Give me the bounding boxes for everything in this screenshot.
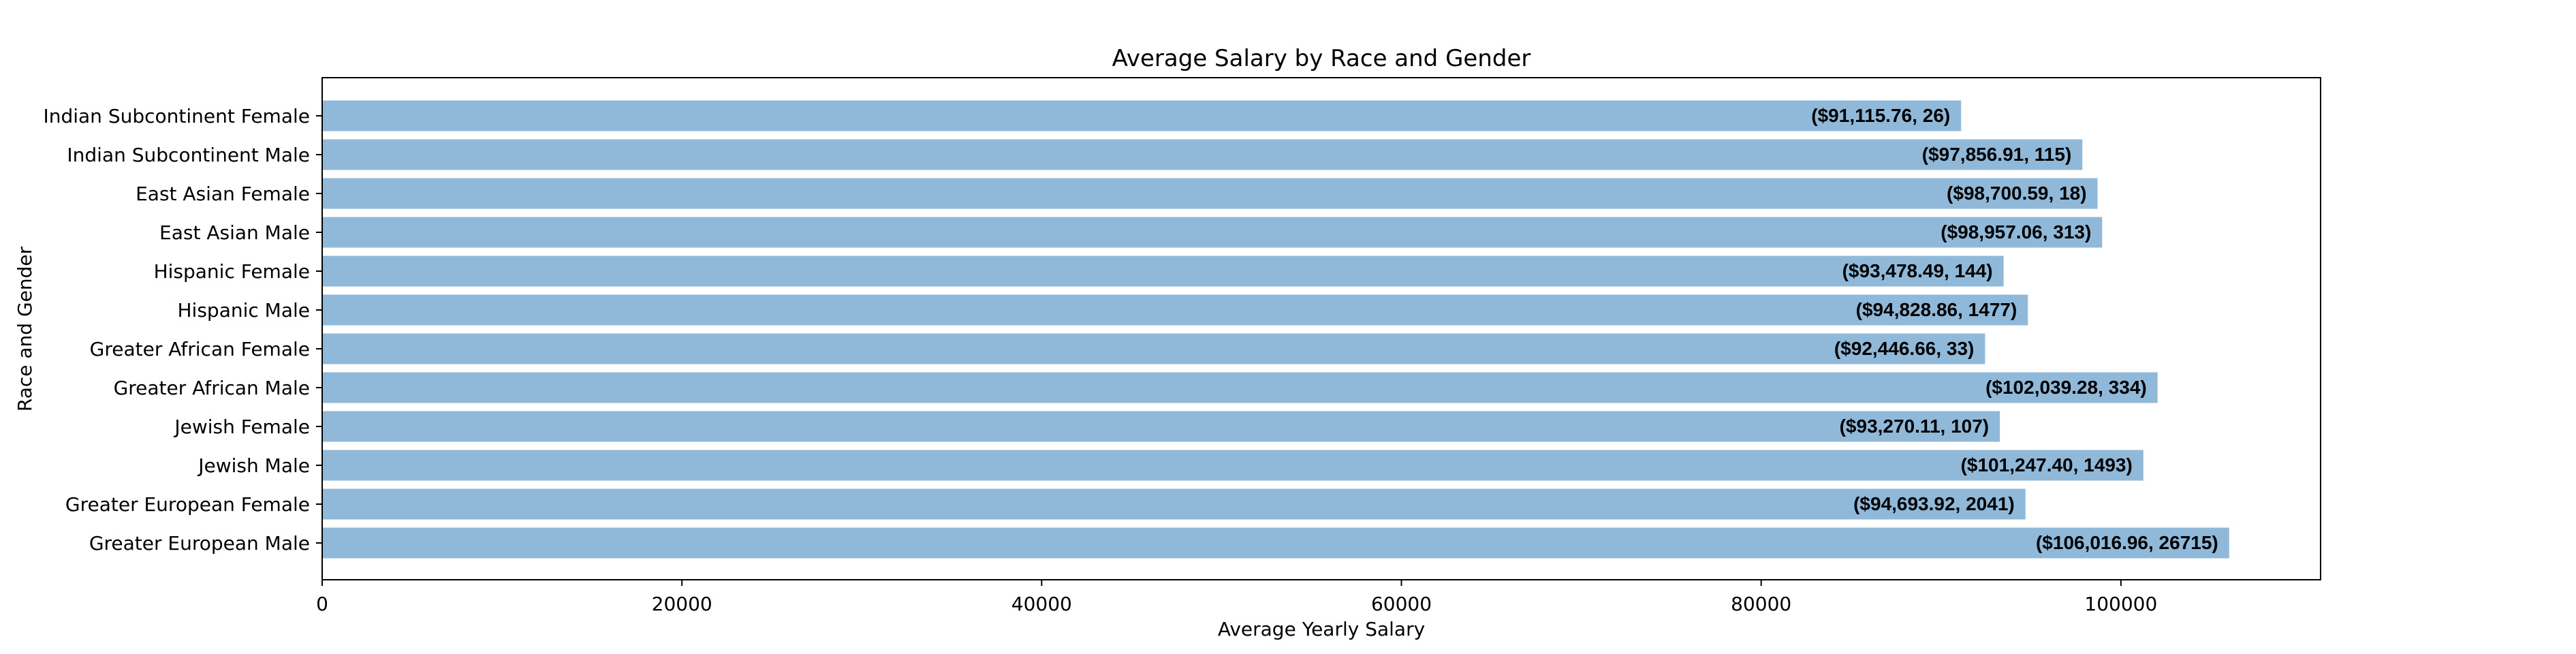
y-tick-label: Indian Subcontinent Female: [43, 105, 310, 127]
y-axis-ticks: Greater European Male Greater European Fe…: [43, 105, 322, 555]
bar-data-label: ($102,039.28, 334): [1985, 377, 2147, 398]
y-tick-label: East Asian Female: [136, 183, 310, 205]
bar-data-label: ($91,115.76, 26): [1811, 105, 1950, 126]
bar: [322, 100, 1962, 131]
bar-data-label: ($101,247.40, 1493): [1961, 454, 2133, 476]
bar: [322, 178, 2098, 209]
bar-data-label: ($92,446.66, 33): [1834, 338, 1975, 359]
bar-data-label: ($93,270.11, 107): [1840, 416, 1990, 437]
x-tick-label: 0: [316, 593, 328, 615]
bar: [322, 527, 2229, 559]
bar: [322, 294, 2028, 326]
bar: [322, 372, 2158, 403]
bar: [322, 139, 2083, 170]
bar-labels: ($106,016.96, 26715) ($94,693.92, 2041) ($…: [1811, 105, 2218, 553]
plot-frame: [321, 77, 2321, 580]
bar-data-label: ($93,478.49, 144): [1842, 260, 1993, 281]
y-tick-label: Indian Subcontinent Male: [67, 144, 310, 166]
y-tick-label: Greater European Female: [65, 493, 310, 516]
bar-data-label: ($98,700.59, 18): [1947, 183, 2087, 204]
x-tick-label: 80000: [1731, 593, 1791, 615]
y-tick-label: East Asian Male: [159, 221, 310, 244]
bar: [322, 450, 2143, 481]
bar: [322, 333, 1985, 364]
chart-title: Average Salary by Race and Gender: [1112, 45, 1531, 72]
y-tick-label: Hispanic Female: [154, 260, 310, 283]
bar-data-label: ($98,957.06, 313): [1941, 221, 2091, 243]
y-tick-label: Greater African Female: [90, 338, 310, 360]
x-tick-label: 60000: [1371, 593, 1432, 615]
x-tick-label: 100000: [2084, 593, 2157, 615]
bar: [322, 488, 2026, 520]
bar: [322, 411, 2000, 442]
y-tick-label: Greater African Male: [114, 377, 310, 399]
bar-data-label: ($97,856.91, 115): [1922, 144, 2072, 165]
y-axis-label: Race and Gender: [14, 246, 36, 411]
y-tick-label: Greater European Male: [89, 532, 310, 555]
x-axis-label: Average Yearly Salary: [1218, 618, 1425, 640]
y-tick-label: Jewish Male: [197, 454, 310, 477]
bar: [322, 255, 2004, 287]
bar-data-label: ($106,016.96, 26715): [2036, 532, 2218, 553]
bar: [322, 217, 2103, 248]
bar-data-label: ($94,693.92, 2041): [1853, 493, 2015, 514]
x-axis-ticks: 0 20000 40000 60000 80000 100000: [316, 580, 2157, 615]
y-tick-label: Jewish Female: [173, 416, 310, 438]
x-tick-label: 40000: [1011, 593, 1072, 615]
bars: [322, 100, 2229, 559]
bar-data-label: ($94,828.86, 1477): [1856, 299, 2017, 320]
x-tick-label: 20000: [652, 593, 712, 615]
y-tick-label: Hispanic Male: [178, 299, 311, 322]
